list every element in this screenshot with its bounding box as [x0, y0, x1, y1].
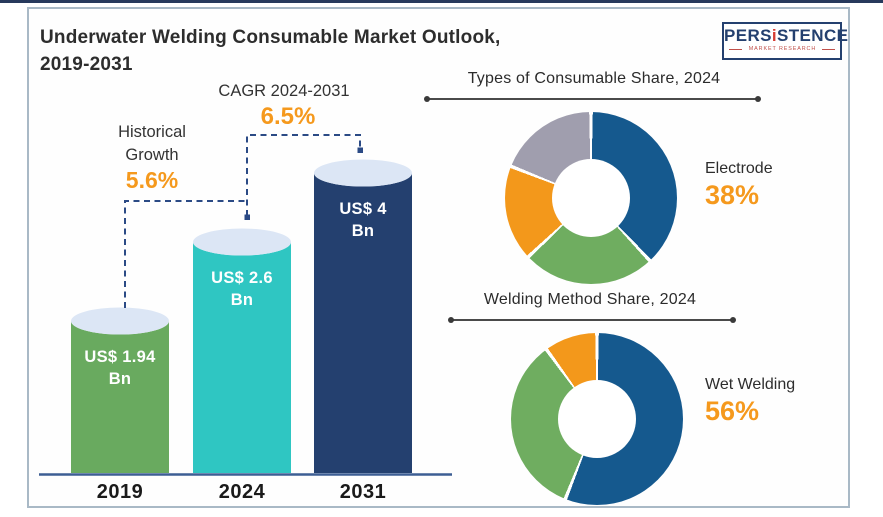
consumable-share-rule: [424, 96, 761, 102]
bar-value-label-2019: Bn: [109, 370, 132, 388]
bar-body-2024: [193, 242, 291, 473]
consumable-share-title: Types of Consumable Share, 2024: [467, 70, 721, 87]
consumable-share-donut-hole: [552, 159, 630, 237]
logo-accent-letter: i: [771, 26, 778, 45]
bar-value-label-2031: US$ 4: [339, 200, 387, 218]
historical-growth-label-line2: Growth: [125, 146, 179, 164]
page-title: Underwater Welding Consumable Market Out…: [40, 24, 680, 78]
page-title-line1: Underwater Welding Consumable Market Out…: [40, 27, 501, 48]
persistence-logo: PERSiSTENCE MARKET RESEARCH: [722, 22, 848, 60]
consumable-share-callout-value: 38%: [705, 180, 760, 210]
x-axis-label-2031: 2031: [340, 481, 387, 503]
infographic-frame: Underwater Welding Consumable Market Out…: [27, 7, 850, 508]
bracket-end-dot-2024: [244, 214, 250, 220]
bar-value-label-2019: US$ 1.94: [84, 348, 156, 366]
bar-value-label-2031: Bn: [352, 222, 375, 240]
logo-part1: PERS: [724, 26, 772, 45]
bar-body-2031: [314, 173, 412, 473]
bars-group: US$ 1.94 Bn 2019 US$ 2.6 Bn 2024 US$ 4 Bn 2031: [71, 159, 412, 503]
bar-body-2019: [71, 321, 169, 473]
cagr-value: 6.5%: [260, 103, 316, 130]
historical-growth-annotation: Historical Growth 5.6%: [93, 121, 211, 194]
logo-rule-right: [822, 48, 835, 50]
historical-growth-bracket: [124, 200, 247, 308]
historical-growth-value: 5.6%: [125, 167, 179, 193]
cagr-label: CAGR 2024-2031: [218, 82, 350, 100]
logo-part2: STENCE: [777, 26, 849, 45]
bar-chart: US$ 1.94 Bn 2019 US$ 2.6 Bn 2024 US$ 4 Bn 2031: [39, 134, 452, 503]
logo-subtitle-row: MARKET RESEARCH: [724, 46, 840, 52]
bracket-end-dot-2031: [357, 147, 363, 153]
logo-subtitle: MARKET RESEARCH: [748, 46, 816, 52]
top-border-strip: [0, 0, 883, 3]
x-axis-label-2019: 2019: [97, 481, 144, 503]
welding-method-callout-label: Wet Welding: [705, 376, 796, 393]
welding-method-donut: [511, 333, 683, 505]
cagr-bracket: [246, 134, 361, 216]
historical-growth-label-line1: Historical: [118, 123, 186, 141]
bar-value-label-2024: US$ 2.6: [211, 269, 273, 287]
consumable-share-callout: Electrode 38%: [705, 159, 773, 211]
bar-value-label-2024: Bn: [231, 291, 254, 309]
x-axis-label-2024: 2024: [219, 481, 266, 503]
welding-method-title: Welding Method Share, 2024: [483, 291, 697, 308]
page-title-line2: 2019-2031: [40, 54, 133, 75]
logo-rule-left: [729, 48, 742, 50]
welding-method-donut-hole: [558, 380, 636, 458]
logo-wordmark: PERSiSTENCE: [724, 26, 848, 45]
bar-top-2019: [71, 307, 169, 335]
welding-method-callout-value: 56%: [705, 396, 760, 426]
bar-top-2024: [193, 228, 291, 256]
welding-method-rule: [448, 317, 736, 323]
welding-method-callout: Wet Welding 56%: [705, 375, 795, 427]
consumable-share-callout-label: Electrode: [705, 160, 773, 177]
consumable-share-donut: [505, 112, 677, 284]
bar-top-2031: [314, 159, 412, 187]
